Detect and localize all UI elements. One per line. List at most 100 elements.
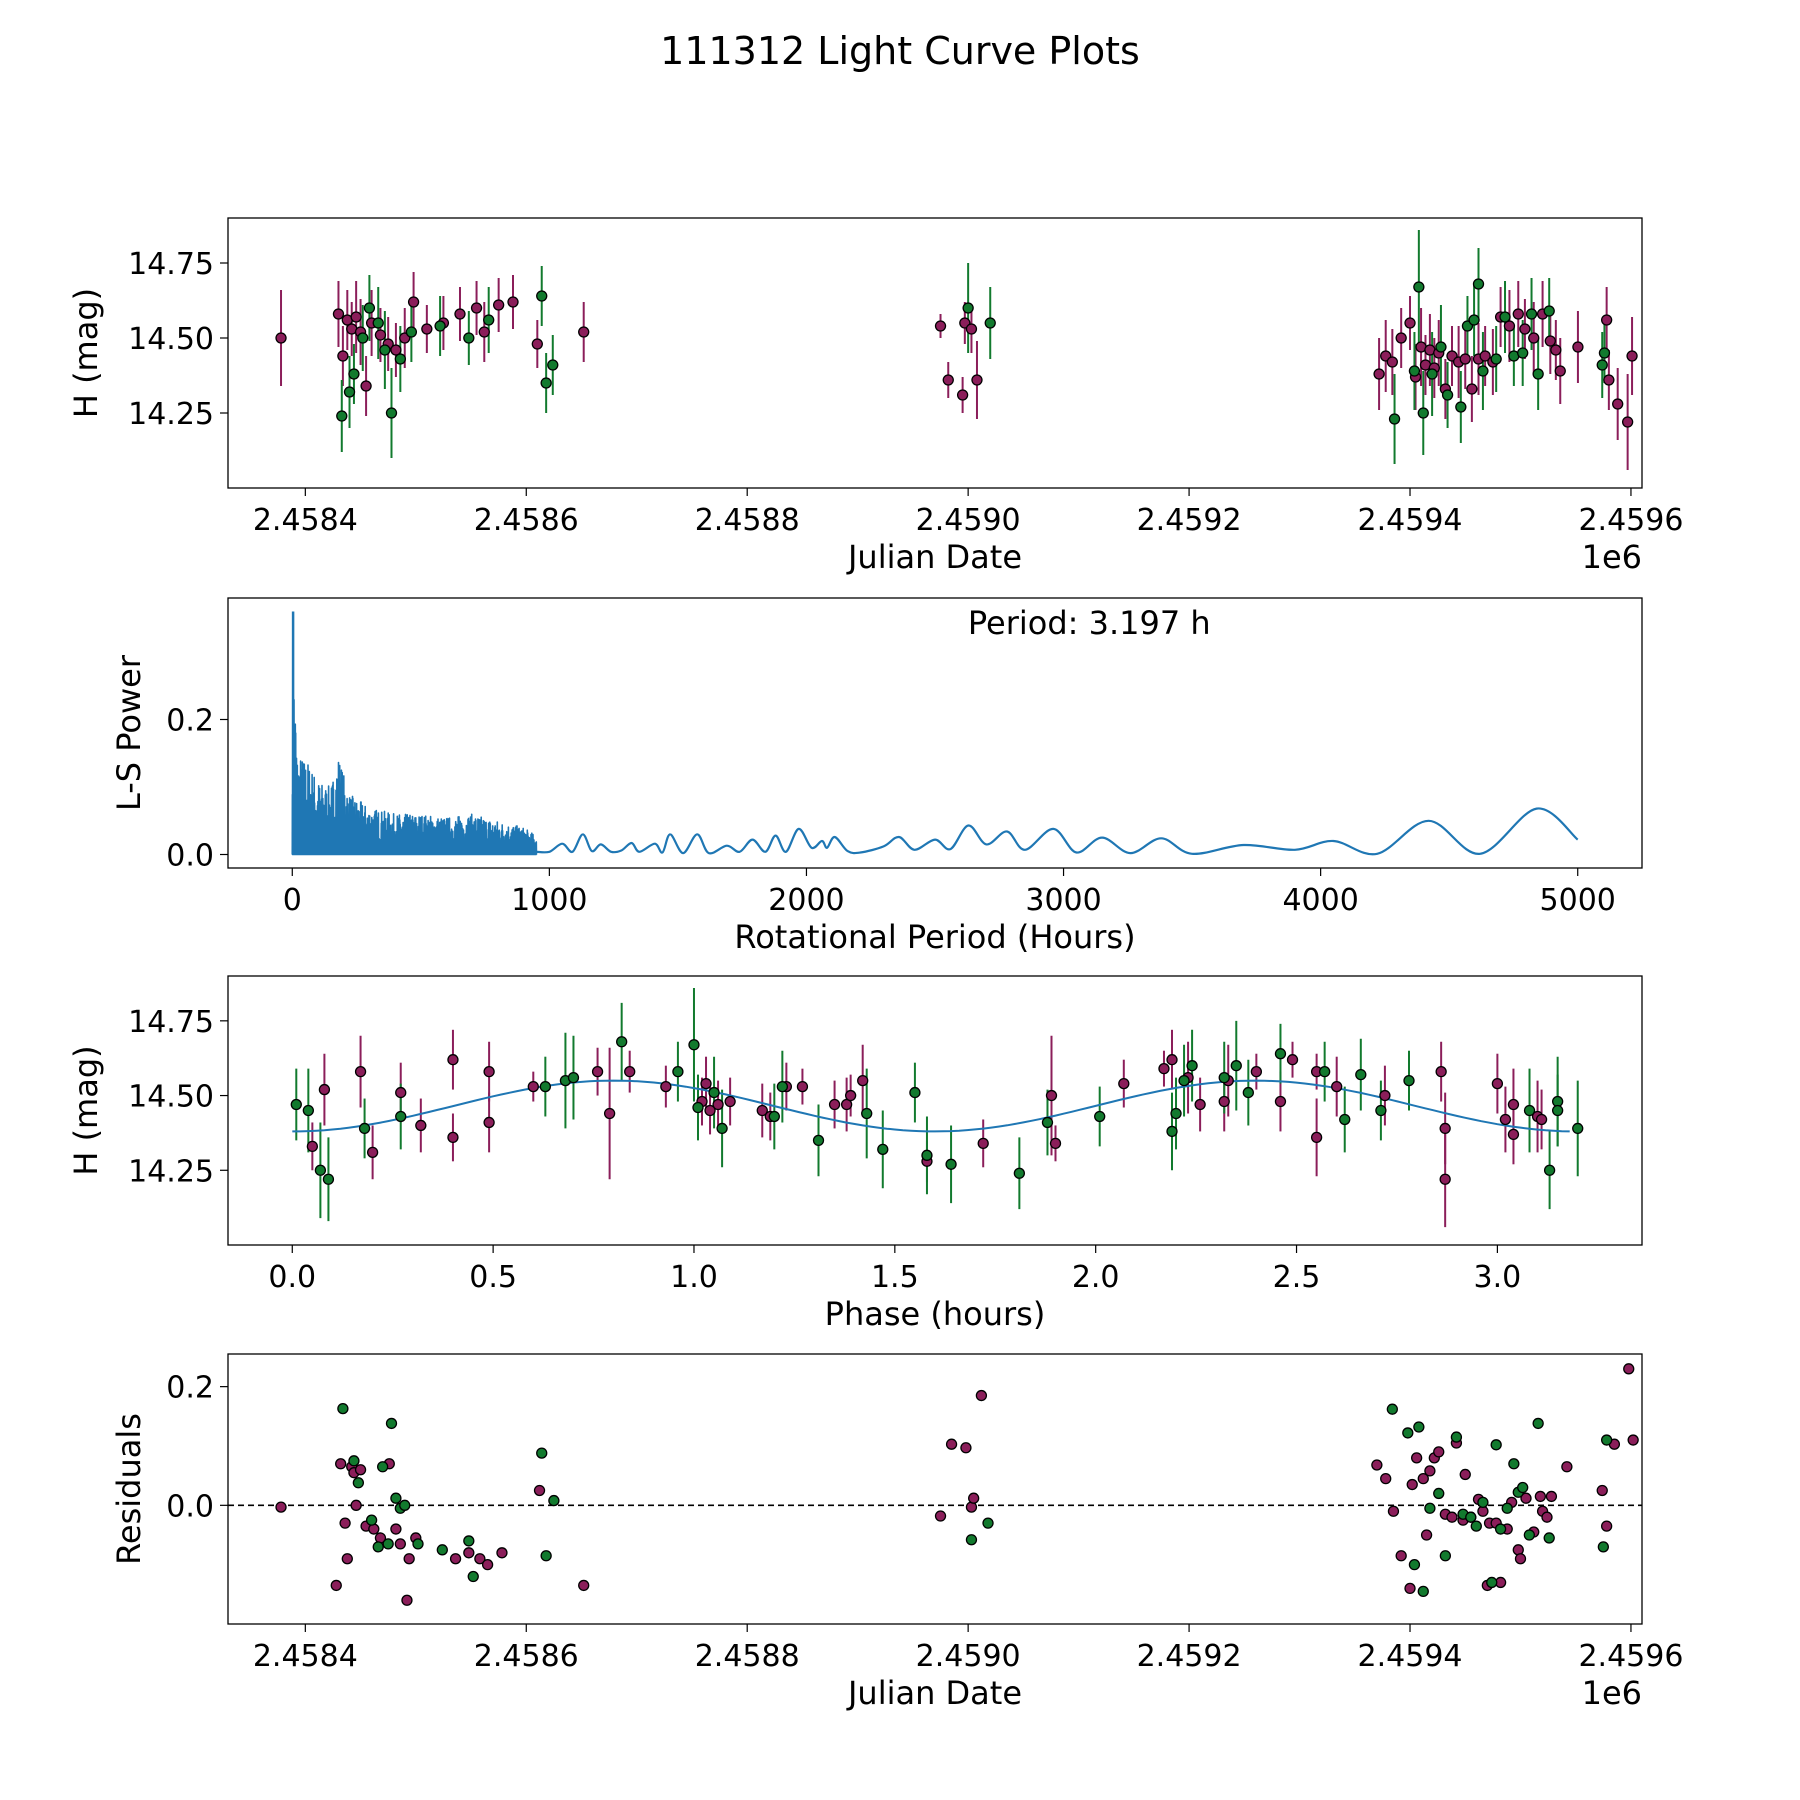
light-curve-axes-frame bbox=[227, 217, 1643, 489]
phased-curve-series_b-point bbox=[688, 1039, 700, 1051]
light-curve-series_a-point bbox=[531, 338, 543, 350]
residuals-series_b-point bbox=[1470, 1520, 1482, 1532]
phased-curve-series_b-point bbox=[708, 1086, 720, 1099]
phased-curve-series_a-point bbox=[1439, 1173, 1451, 1185]
residuals-series_b-point bbox=[352, 1477, 365, 1489]
phased-curve-series_a-point bbox=[447, 1131, 459, 1144]
phased-curve-series_b-point bbox=[1551, 1104, 1564, 1117]
light-curve-series_b-point bbox=[372, 317, 384, 329]
residuals-series_a-point bbox=[474, 1553, 486, 1565]
residuals-xtick-label: 2.4596 bbox=[1578, 1639, 1683, 1674]
residuals-data-layer bbox=[228, 1363, 1642, 1606]
phased-curve-series_b-point bbox=[1572, 1122, 1584, 1135]
phased-curve-series_a-point bbox=[1158, 1063, 1170, 1075]
residuals-series_a-point bbox=[449, 1553, 462, 1565]
residuals-series_a-point bbox=[1545, 1490, 1558, 1503]
residuals-series_a-point bbox=[1459, 1468, 1471, 1481]
light-curve-series_a-point bbox=[332, 308, 345, 320]
light-curve-offset-label: 1e6 bbox=[1582, 538, 1642, 576]
residuals-xlabel: Julian Date bbox=[846, 1674, 1022, 1712]
residuals-series_b-point bbox=[548, 1494, 560, 1507]
residuals-series_a-point bbox=[354, 1464, 367, 1476]
residuals-series_b-point bbox=[365, 1514, 378, 1526]
residuals-series_a-point bbox=[1406, 1478, 1418, 1491]
light-curve-series_a-point bbox=[942, 374, 954, 386]
residuals-series_b-point bbox=[1433, 1487, 1445, 1500]
residuals-series_a-point bbox=[481, 1559, 494, 1571]
residuals-series_a-point bbox=[341, 1553, 353, 1565]
light-curve-series_b-point bbox=[1477, 365, 1489, 377]
light-curve-series_b-point bbox=[1417, 407, 1429, 419]
light-curve-series_a-point bbox=[470, 302, 483, 314]
residuals-series_b-point bbox=[1424, 1502, 1436, 1514]
residuals-series_b-point bbox=[536, 1447, 548, 1459]
light-curve-series_a-point bbox=[1519, 323, 1531, 335]
light-curve-series_a-point bbox=[360, 380, 372, 392]
phased-curve-series_a-point bbox=[624, 1065, 636, 1078]
phased-curve-xtick-label: 1.5 bbox=[871, 1260, 919, 1295]
phased-curve-series_a-point bbox=[1439, 1122, 1451, 1135]
phased-curve-xtick-label: 2.5 bbox=[1273, 1260, 1321, 1295]
phased-curve-series_a-point bbox=[1379, 1089, 1391, 1102]
light-curve-series_a-point bbox=[1459, 353, 1471, 365]
phased-curve-series_b-point bbox=[1218, 1071, 1230, 1084]
phased-curve-series_a-point bbox=[700, 1077, 712, 1090]
phased-curve-ylabel: H (mag) bbox=[67, 1045, 105, 1175]
residuals-series_a-point bbox=[1623, 1363, 1635, 1375]
phased-curve-ytick-label: 14.50 bbox=[128, 1080, 214, 1115]
light-curve-series_a-point bbox=[407, 296, 420, 308]
light-curve-xlabel: Julian Date bbox=[846, 538, 1022, 576]
light-curve-series_b-point bbox=[1490, 353, 1502, 365]
light-curve-series_a-point bbox=[337, 350, 349, 362]
phased-curve-series_a-point bbox=[1435, 1065, 1447, 1078]
phased-curve-series_a-point bbox=[828, 1098, 841, 1111]
light-curve-series_b-point bbox=[1598, 347, 1611, 359]
light-curve-xtick-label: 2.4594 bbox=[1358, 503, 1463, 538]
periodogram-xtick-label: 2000 bbox=[768, 883, 844, 918]
phased-curve-xtick-label: 0.5 bbox=[469, 1260, 517, 1295]
period-annotation: Period: 3.197 h bbox=[968, 604, 1211, 642]
residuals-series_a-point bbox=[335, 1458, 347, 1470]
residuals-series_b-point bbox=[965, 1534, 978, 1546]
phased-curve-series_a-point bbox=[1491, 1077, 1504, 1090]
phased-curve-series_b-point bbox=[1230, 1060, 1242, 1072]
phased-curve-series_a-point bbox=[1194, 1098, 1206, 1111]
residuals-series_a-point bbox=[1601, 1520, 1613, 1532]
residuals-series_a-point bbox=[1520, 1492, 1532, 1504]
light-curve-series_b-point bbox=[962, 302, 974, 314]
phased-curve-axes-frame bbox=[227, 975, 1643, 1246]
residuals-series_b-point bbox=[412, 1538, 424, 1550]
residuals-series_b-point bbox=[1543, 1532, 1555, 1544]
periodogram-axes-frame bbox=[227, 597, 1643, 869]
residuals-series_b-point bbox=[390, 1492, 402, 1504]
phased-curve-series_a-point bbox=[603, 1107, 616, 1120]
residuals-series_b-point bbox=[1486, 1576, 1498, 1589]
light-curve-series_b-point bbox=[363, 302, 376, 314]
residuals-series_b-point bbox=[1477, 1496, 1489, 1509]
phased-curve-series_b-point bbox=[539, 1080, 551, 1093]
light-curve-series_b-point bbox=[1468, 314, 1480, 326]
residuals-series_b-point bbox=[1402, 1427, 1414, 1439]
phased-curve-series_b-point bbox=[1186, 1060, 1198, 1072]
light-curve-xtick-label: 2.4590 bbox=[916, 503, 1021, 538]
residuals-series_b-point bbox=[382, 1538, 394, 1550]
light-curve-series_a-point bbox=[1612, 398, 1624, 410]
residuals-series_a-point bbox=[1417, 1472, 1429, 1485]
phased-curve-xtick-label: 1.0 bbox=[670, 1260, 718, 1295]
phased-curve-data-layer bbox=[290, 987, 1584, 1228]
model-fit-curve bbox=[292, 1079, 1570, 1133]
phased-curve-series_b-point bbox=[1094, 1110, 1106, 1123]
light-curve-series_b-point bbox=[1543, 305, 1555, 317]
phased-curve-series_a-point bbox=[1166, 1054, 1178, 1066]
light-curve-series_b-point bbox=[463, 332, 475, 344]
light-curve-series_a-point bbox=[1503, 320, 1516, 332]
phased-curve-series_b-point bbox=[861, 1107, 873, 1120]
phased-curve-series_b-point bbox=[672, 1065, 684, 1078]
light-curve-series_a-point bbox=[275, 332, 287, 344]
light-curve-ytick-label: 14.50 bbox=[128, 322, 214, 357]
light-curve-series_a-point bbox=[1603, 374, 1615, 386]
phased-curve-series_b-point bbox=[776, 1080, 789, 1093]
residuals-axes-frame bbox=[227, 1353, 1643, 1625]
residuals-series_a-point bbox=[1387, 1505, 1400, 1517]
